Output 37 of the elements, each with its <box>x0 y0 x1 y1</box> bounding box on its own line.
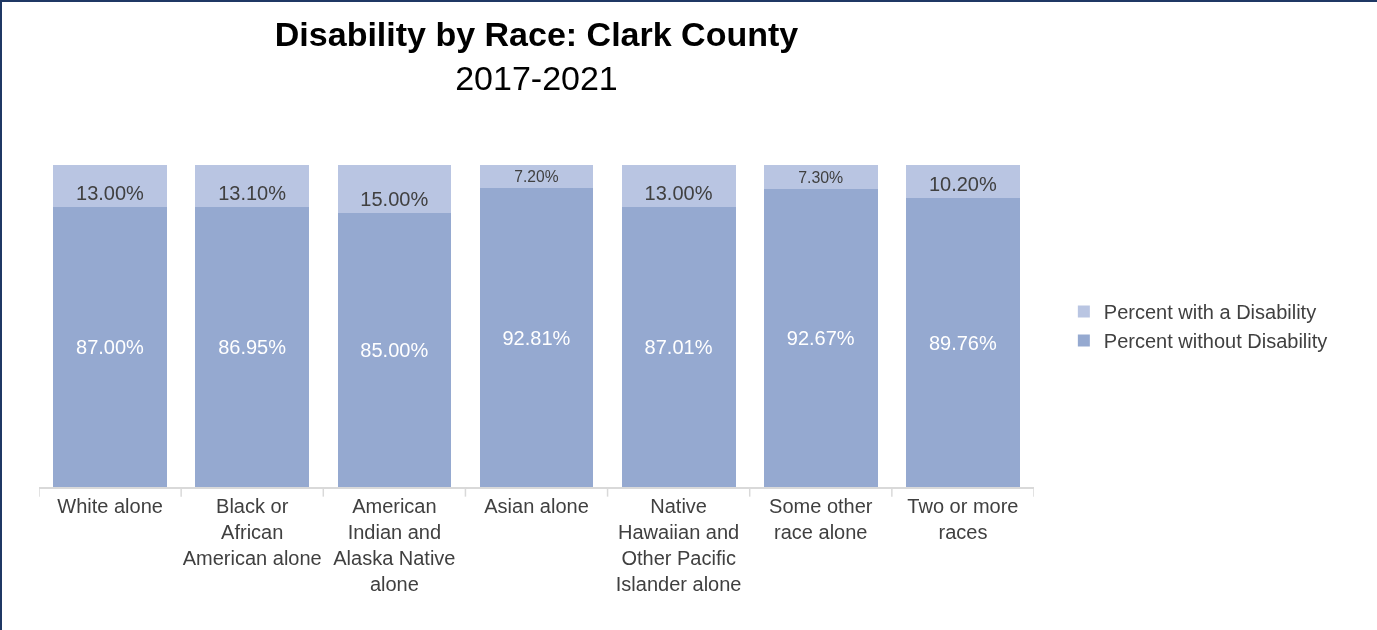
chart-title: Disability by Race: Clark County <box>274 15 799 54</box>
data-label: 15.00% <box>360 188 429 211</box>
data-label: 92.67% <box>786 326 855 349</box>
data-label: 92.81% <box>502 326 571 349</box>
data-label: 13.00% <box>76 182 145 204</box>
data-label: 7.20% <box>514 168 559 186</box>
data-label: 86.95% <box>218 336 287 359</box>
bar <box>337 165 452 214</box>
bar <box>195 165 310 208</box>
x-tick-label: Asian alone <box>484 494 589 517</box>
bar <box>53 165 167 207</box>
bar <box>479 188 594 487</box>
data-label: 85.00% <box>360 339 429 362</box>
data-label: 13.10% <box>218 182 287 205</box>
bar <box>195 207 310 487</box>
legend-label: Percent with a Disability <box>1103 301 1317 324</box>
data-label: 89.76% <box>928 331 997 354</box>
x-tick-label: White alone <box>57 494 163 517</box>
x-tick-label: American Indian and Alaska Native alone <box>333 494 456 595</box>
chart-subtitle: 2017-2021 <box>455 59 618 98</box>
x-tick-label: Native Hawaiian and Other Pacific Islander alone <box>615 494 742 595</box>
data-label: 87.00% <box>76 336 145 358</box>
data-label: 13.00% <box>644 181 713 204</box>
legend-label: Percent without Disability <box>1103 330 1328 353</box>
bar <box>906 198 1020 487</box>
bar <box>337 213 452 487</box>
bar <box>763 165 878 189</box>
data-label: 87.01% <box>644 335 713 358</box>
x-tick-label: Black or African American alone <box>182 494 322 569</box>
bar <box>53 207 167 487</box>
bar <box>763 188 878 487</box>
data-label: 10.20% <box>928 173 997 196</box>
x-tick-label: Some other race alone <box>769 494 873 543</box>
bar <box>621 165 736 207</box>
bar <box>621 206 736 487</box>
x-tick-label: Two or more races <box>907 494 1019 543</box>
data-label: 7.30% <box>798 168 844 186</box>
